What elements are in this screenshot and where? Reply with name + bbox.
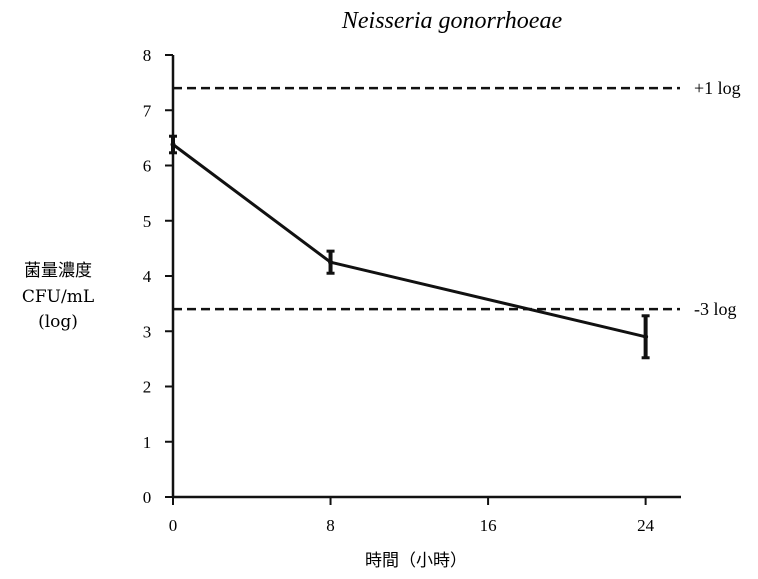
y-tick-label: 8	[143, 46, 152, 65]
y-tick-label: 4	[143, 267, 152, 286]
x-tick-label: 24	[637, 516, 655, 535]
y-tick-label: 6	[143, 157, 152, 176]
y-axis-label: 菌量濃度 CFU/mL (log)	[22, 261, 94, 332]
axes	[172, 55, 681, 497]
reference-lines: +1 log -3 log	[173, 78, 741, 319]
chart-title: Neisseria gonorrhoeae	[341, 8, 563, 34]
data-point	[643, 334, 648, 339]
y-tick-label: 1	[143, 433, 152, 452]
ticks: 0 1 2 3 4 5 6 7 8 0 8 16 24	[143, 46, 655, 535]
x-axis-label: 時間（小時）	[365, 551, 467, 571]
data-series	[169, 136, 650, 358]
y-tick-label: 7	[143, 101, 152, 120]
y-tick-label: 0	[143, 488, 152, 507]
y-axis-label-line-2: CFU/mL	[22, 287, 94, 307]
reference-line-label: -3 log	[694, 299, 737, 319]
reference-line-label: +1 log	[694, 78, 741, 98]
y-tick-label: 5	[143, 212, 152, 231]
x-tick-label: 8	[326, 516, 335, 535]
y-tick-label: 2	[143, 378, 152, 397]
x-tick-label: 0	[169, 516, 178, 535]
y-tick-label: 3	[143, 322, 152, 341]
y-axis-label-line-3: (log)	[38, 312, 78, 332]
y-axis-label-line-1: 菌量濃度	[24, 261, 92, 281]
data-point	[328, 260, 333, 265]
data-point	[171, 142, 176, 147]
x-tick-label: 16	[480, 516, 497, 535]
